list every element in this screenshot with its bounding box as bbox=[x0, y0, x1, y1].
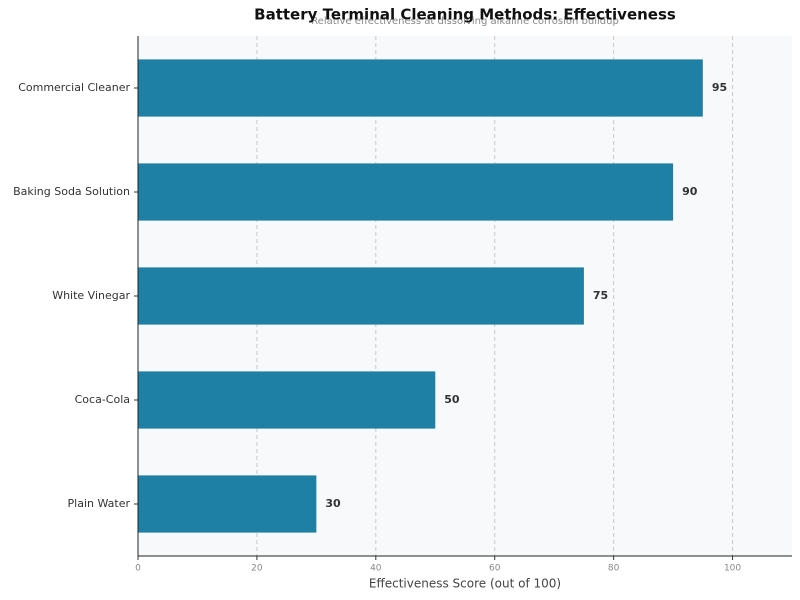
data-label: 95 bbox=[712, 81, 727, 94]
data-label: 30 bbox=[325, 497, 341, 510]
y-tick-label: Baking Soda Solution bbox=[13, 185, 130, 198]
x-tick-label: 100 bbox=[724, 564, 741, 574]
bar bbox=[138, 163, 674, 221]
bar bbox=[138, 371, 436, 429]
bar bbox=[138, 59, 703, 117]
chart-subtitle: Relative effectiveness at dissolving alk… bbox=[311, 16, 619, 27]
x-tick-label: 60 bbox=[489, 564, 501, 574]
chart-title: Battery Terminal Cleaning Methods: Effec… bbox=[254, 6, 676, 24]
y-tick-label: White Vinegar bbox=[52, 289, 130, 302]
data-label: 90 bbox=[682, 185, 698, 198]
bar bbox=[138, 267, 584, 325]
y-tick-label: Commercial Cleaner bbox=[18, 81, 130, 94]
x-tick-label: 40 bbox=[370, 564, 382, 574]
bar bbox=[138, 475, 317, 533]
x-tick-label: 80 bbox=[608, 564, 620, 574]
data-label: 75 bbox=[593, 289, 608, 302]
y-tick-label: Coca-Cola bbox=[75, 393, 130, 406]
y-tick-label: Plain Water bbox=[68, 497, 131, 510]
x-tick-label: 20 bbox=[251, 564, 263, 574]
x-axis-label: Effectiveness Score (out of 100) bbox=[369, 577, 561, 591]
data-label: 50 bbox=[444, 393, 460, 406]
x-tick-label: 0 bbox=[135, 564, 141, 574]
